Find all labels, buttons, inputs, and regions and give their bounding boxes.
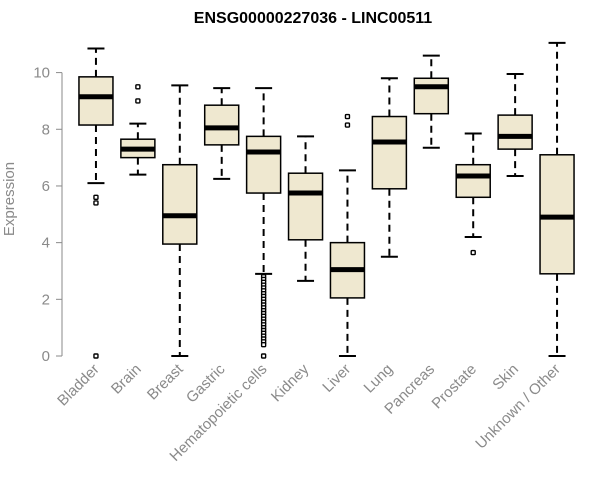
- box-kidney: [287, 135, 324, 282]
- outlier-point: [93, 353, 99, 359]
- box-body: [413, 77, 450, 115]
- outlier-point: [93, 194, 99, 200]
- x-tick-label: Skin: [489, 361, 522, 394]
- chart-title: ENSG00000227036 - LINC00511: [194, 10, 432, 27]
- outlier-point: [344, 113, 351, 120]
- x-tick-label: Kidney: [268, 360, 313, 405]
- y-tick-label: 6: [42, 178, 50, 195]
- y-tick-label: 8: [42, 121, 50, 138]
- y-tick-label: 10: [33, 65, 50, 82]
- x-tick-label: Brain: [108, 361, 145, 398]
- outlier-point: [135, 84, 141, 90]
- y-axis-label: Expression: [1, 162, 18, 236]
- box-body: [78, 76, 114, 126]
- box-body: [455, 163, 491, 199]
- box-skin: [497, 73, 533, 178]
- y-axis: 0 2 4 6 8 10: [33, 65, 63, 365]
- x-tick-label: Prostate: [429, 361, 481, 413]
- outlier-point: [260, 341, 267, 348]
- x-tick-label: Lung: [361, 361, 397, 397]
- box-unknown-other: [539, 41, 575, 357]
- y-tick-label: 2: [42, 291, 50, 308]
- box-body: [245, 135, 282, 194]
- box-liver: [329, 113, 366, 357]
- y-tick-label: 0: [42, 348, 50, 365]
- box-prostate: [455, 132, 491, 256]
- box-pancreas: [413, 54, 450, 149]
- box-body: [162, 163, 198, 245]
- y-tick-label: 4: [42, 235, 50, 252]
- x-tick-label: Breast: [144, 360, 187, 403]
- box-hematopoietic-cells: [245, 87, 282, 359]
- outlier-point: [470, 249, 476, 256]
- box-body: [287, 172, 324, 241]
- outlier-point: [135, 98, 141, 104]
- x-tick-label: Bladder: [54, 361, 103, 410]
- box-lung: [371, 77, 408, 258]
- x-tick-label: Liver: [319, 361, 354, 396]
- box-body: [203, 104, 240, 146]
- box-bladder: [78, 47, 114, 359]
- box-brain: [120, 84, 156, 176]
- box-body: [539, 154, 575, 275]
- box-body: [371, 115, 408, 190]
- outlier-point: [260, 353, 267, 359]
- box-body: [497, 114, 533, 150]
- box-gastric: [203, 87, 240, 180]
- outlier-point: [344, 122, 351, 128]
- box-breast: [162, 84, 198, 357]
- outlier-point: [93, 200, 99, 206]
- box-series: [78, 41, 575, 359]
